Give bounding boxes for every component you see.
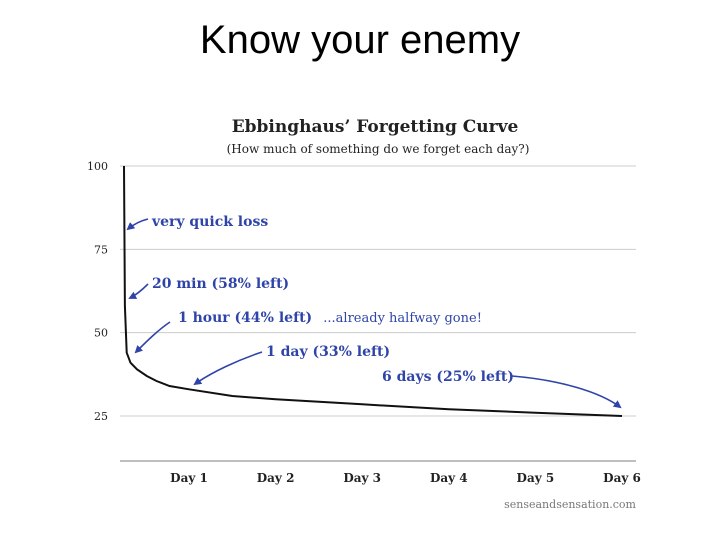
y-tick-labels: 100 75 50 25 [87,160,108,423]
annotation-1-day: 1 day (33% left) [266,344,390,360]
slide-title: Know your enemy [199,18,521,62]
annotation-1-hour: 1 hour (44% left) [178,310,312,326]
annotation-very-quick-loss: very quick loss [151,214,268,230]
y-tick-label: 25 [94,410,108,423]
arrow-1-day [193,351,263,386]
y-tick-label: 75 [94,243,108,256]
annotation-1-hour-extra: ...already halfway gone! [323,311,482,326]
source-credit: senseandsensation.com [504,498,636,511]
annotation-6-days: 6 days (25% left) [382,369,514,385]
y-tick-label: 100 [87,160,108,173]
arrow-6-days [511,375,622,409]
chart-subtitle: (How much of something do we forget each… [227,142,530,156]
annotation-1-hour-group: 1 hour (44% left) ...already halfway gon… [178,307,482,326]
x-tick-label: Day 4 [430,471,468,485]
x-tick-label: Day 3 [343,471,381,485]
x-tick-label: Day 6 [603,471,641,485]
chart-title: Ebbinghaus’ Forgetting Curve [232,117,519,137]
arrow-1-hour [134,321,171,354]
arrow-very-quick-loss [126,218,149,231]
forgetting-curve-line [123,165,623,417]
x-tick-label: Day 2 [257,471,295,485]
x-tick-labels: Day 1 Day 2 Day 3 Day 4 Day 5 Day 6 [170,471,641,485]
y-tick-label: 50 [94,327,108,340]
gridlines [120,165,636,417]
x-tick-label: Day 5 [517,471,555,485]
arrow-20-min [128,283,149,299]
annotation-20-min: 20 min (58% left) [152,276,289,292]
x-tick-label: Day 1 [170,471,208,485]
